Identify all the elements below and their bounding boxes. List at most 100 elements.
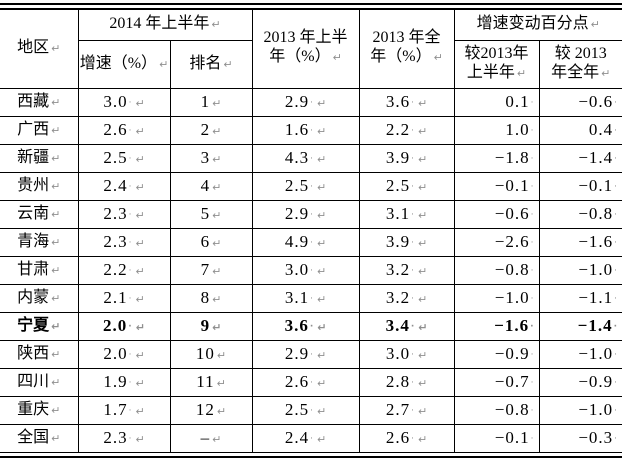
space-mark-icon: · (411, 153, 414, 164)
paragraph-mark-icon: ↵ (135, 404, 145, 418)
space-mark-icon: · (310, 153, 313, 164)
space-mark-icon: · (411, 293, 414, 304)
rank-value: 8 (200, 287, 211, 307)
cell-rate-2013full: 3.9· ↵ (358, 143, 455, 173)
paragraph-mark-icon: ↵ (223, 57, 233, 71)
cell-rate-2013full: 3.6· ↵ (358, 87, 455, 117)
header-vs-2013full-label: 较 2013 年全年 (551, 45, 607, 81)
growth-value: 1.9 (103, 371, 128, 391)
paragraph-mark-icon: ↵ (417, 180, 428, 194)
paragraph-mark-icon: ↵ (51, 291, 61, 305)
space-mark-icon: · (530, 209, 534, 220)
paragraph-mark-icon: ↵ (417, 264, 428, 278)
cell-region: 重庆 ↵ (0, 395, 79, 425)
chg-vs-2013full-value: −1.1 (578, 287, 614, 307)
space-mark-icon: · (411, 377, 414, 388)
growth-value: 2.1 (103, 287, 128, 307)
cell-region: 陕西 ↵ (0, 339, 79, 369)
chg-vs-2013h1-value: −1.0 (494, 287, 530, 307)
cell-chg-vs-2013full: −1.0· (538, 395, 622, 425)
cell-region: 甘肃 ↵ (0, 255, 79, 285)
cell-rate-2013full: 3.1· ↵ (358, 199, 455, 229)
table-row: 陕西 ↵ 2.0· ↵ 10 ↵ 2.9· ↵ 3.0· ↵ −0.9· −1.0· (0, 339, 622, 369)
rate-2013h1-value: 2.4 (284, 427, 310, 447)
paragraph-mark-icon: ↵ (316, 124, 327, 138)
paragraph-mark-icon: ↵ (211, 17, 221, 31)
paragraph-mark-icon: ↵ (51, 95, 61, 109)
cell-chg-vs-2013full: −0.3· (538, 423, 622, 452)
table-row: 广西 ↵ 2.6· ↵ 2 ↵ 1.6· ↵ 2.2· ↵ 1.0· 0.4· (0, 115, 622, 145)
paragraph-mark-icon: ↵ (316, 264, 327, 278)
cell-chg-vs-2013h1: −0.8· (453, 395, 540, 425)
paragraph-mark-icon: ↵ (135, 292, 145, 306)
cell-growth-2014h1: 3.0· ↵ (77, 87, 171, 117)
space-mark-icon: · (530, 405, 534, 416)
chg-vs-2013h1-value: −1.8 (494, 147, 530, 167)
cell-rate-2013h1: 2.9· ↵ (251, 87, 360, 117)
rate-2013h1-value: 2.9 (284, 91, 310, 111)
rank-value: – (200, 427, 211, 447)
rate-2013h1-value: 4.9 (284, 231, 310, 251)
table-row: 西藏 ↵ 3.0· ↵ 1 ↵ 2.9· ↵ 3.6· ↵ 0.1· −0.6· (0, 87, 622, 117)
header-growth-label: 增速（%） (79, 54, 158, 72)
paragraph-mark-icon: ↵ (316, 432, 327, 446)
space-mark-icon: · (310, 349, 313, 360)
cell-chg-vs-2013full: −1.1· (538, 283, 622, 313)
space-mark-icon: · (614, 349, 618, 360)
region-label: 甘肃 (17, 260, 50, 278)
cell-region: 云南 ↵ (0, 199, 79, 229)
cell-rank: 9 ↵ (169, 311, 253, 341)
paragraph-mark-icon: ↵ (216, 348, 227, 362)
paragraph-mark-icon: ↵ (135, 152, 145, 166)
space-mark-icon: · (128, 181, 132, 192)
paragraph-mark-icon: ↵ (212, 96, 222, 110)
cell-rate-2013h1: 4.3· ↵ (251, 143, 360, 173)
cell-rank: 5 ↵ (169, 199, 253, 229)
region-label: 青海 (17, 232, 50, 250)
paragraph-mark-icon: ↵ (317, 320, 327, 334)
rank-value: 10 (195, 343, 215, 363)
header-rank: 排名 ↵ (169, 39, 253, 89)
space-mark-icon: · (411, 405, 414, 416)
cell-chg-vs-2013h1: −1.8· (453, 143, 540, 173)
header-2013h1: 2013 年上半 年（%） ↵ (251, 9, 360, 89)
chg-vs-2013full-value: −1.0 (578, 343, 614, 363)
region-label: 云南 (17, 204, 50, 222)
chg-vs-2013h1-value: 0.1 (505, 91, 530, 111)
cell-chg-vs-2013h1: −0.8· (453, 255, 540, 285)
paragraph-mark-icon: ↵ (135, 264, 145, 278)
space-mark-icon: · (614, 97, 618, 108)
space-mark-icon: · (128, 405, 132, 416)
space-mark-icon: · (614, 181, 618, 192)
paragraph-mark-icon: ↵ (212, 292, 222, 306)
chg-vs-2013h1-value: −0.1 (494, 175, 530, 195)
table-row: 甘肃 ↵ 2.2· ↵ 7 ↵ 3.0· ↵ 3.2· ↵ −0.8· −1.0· (0, 255, 622, 285)
cell-growth-2014h1: 2.6· ↵ (77, 115, 171, 145)
cell-chg-vs-2013h1: 1.0· (453, 115, 540, 145)
cell-region: 全国 ↵ (0, 423, 79, 452)
cell-rate-2013h1: 4.9· ↵ (251, 227, 360, 257)
paragraph-mark-icon: ↵ (316, 292, 327, 306)
cell-chg-vs-2013h1: −1.6· (453, 311, 540, 341)
table-row: 宁夏 ↵ 2.0· ↵ 9 ↵ 3.6· ↵ 3.4· ↵ −1.6· −1.4· (0, 311, 622, 341)
region-label: 四川 (17, 372, 50, 390)
header-change-group-label: 增速变动百分点 (476, 14, 589, 32)
space-mark-icon: · (128, 321, 132, 332)
space-mark-icon: · (310, 181, 313, 192)
rate-2013full-value: 3.9 (385, 147, 411, 167)
chg-vs-2013full-value: −0.6 (578, 91, 614, 111)
cell-rate-2013full: 3.4· ↵ (358, 311, 455, 341)
cell-region: 四川 ↵ (0, 367, 79, 397)
space-mark-icon: · (530, 377, 534, 388)
rate-2013h1-value: 2.6 (284, 371, 310, 391)
paragraph-mark-icon: ↵ (417, 208, 428, 222)
chg-vs-2013full-value: −1.0 (578, 399, 614, 419)
cell-rank: 7 ↵ (169, 255, 253, 285)
space-mark-icon: · (310, 265, 313, 276)
paragraph-mark-icon: ↵ (51, 41, 61, 55)
paragraph-mark-icon: ↵ (212, 124, 222, 138)
cell-rate-2013full: 2.7· ↵ (358, 395, 455, 425)
paragraph-mark-icon: ↵ (417, 236, 428, 250)
cell-rank: 8 ↵ (169, 283, 253, 313)
